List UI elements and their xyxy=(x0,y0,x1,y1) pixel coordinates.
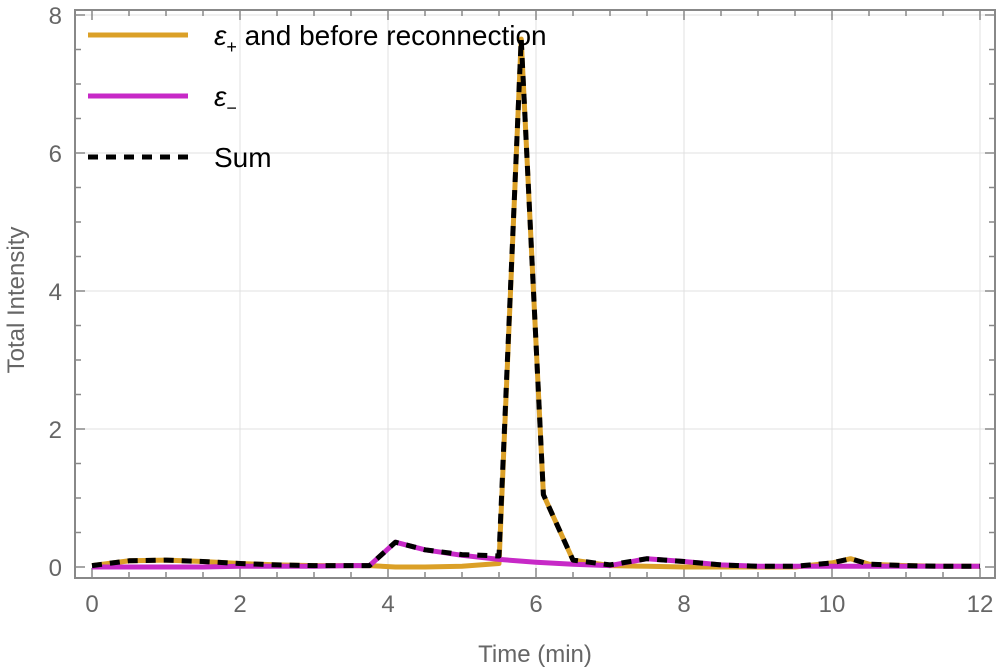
x-tick-label: 2 xyxy=(233,591,246,618)
y-tick-label: 4 xyxy=(49,279,62,306)
axis-ticks: 0 2 4 6 8 10 12 0 2 4 6 8 xyxy=(49,3,995,618)
plot-frame xyxy=(74,9,996,579)
x-tick-label: 12 xyxy=(967,591,994,618)
legend: ε+ and before reconnection ε− Sum xyxy=(88,20,547,173)
data-series xyxy=(91,36,980,570)
x-tick-label: 8 xyxy=(677,591,690,618)
x-tick-label: 4 xyxy=(381,591,394,618)
grid-lines xyxy=(75,10,995,578)
y-tick-label: 8 xyxy=(49,3,62,30)
y-tick-label: 2 xyxy=(49,417,62,444)
x-tick-label: 10 xyxy=(819,591,846,618)
legend-label-sum: Sum xyxy=(214,142,272,173)
y-tick-label: 6 xyxy=(49,141,62,168)
legend-label-eps-minus: ε− xyxy=(214,81,237,118)
y-axis-label: Total Intensity xyxy=(3,227,30,374)
x-axis-label: Time (min) xyxy=(478,641,592,668)
x-tick-label: 6 xyxy=(529,591,542,618)
x-tick-label: 0 xyxy=(85,591,98,618)
legend-label-eps-plus: ε+ and before reconnection xyxy=(214,20,547,57)
y-tick-label: 0 xyxy=(49,555,62,582)
series-eps-minus-line xyxy=(92,539,980,570)
series-sum-line xyxy=(91,36,980,569)
